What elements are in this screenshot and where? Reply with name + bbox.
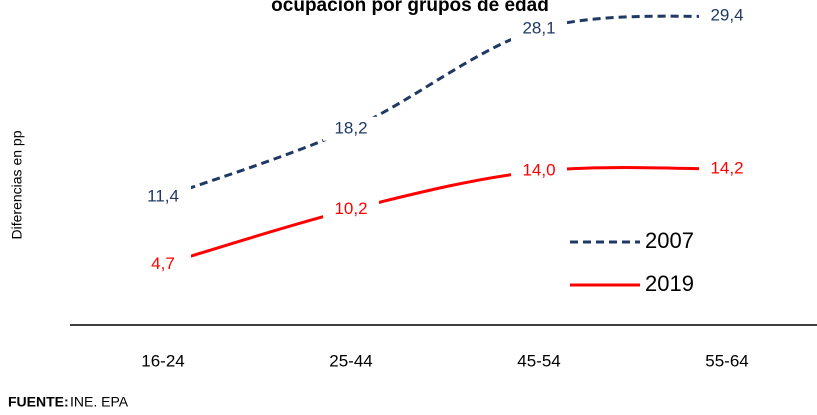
data-label: 4,7 <box>151 254 175 273</box>
source: INE. EPA <box>70 394 129 410</box>
label-background <box>135 185 191 210</box>
chart-title: ocupación por grupos de edad <box>271 0 549 16</box>
x-tick-label: 45-54 <box>517 351 560 370</box>
legend-label: 2007 <box>645 228 694 253</box>
series-line <box>162 14 728 199</box>
source-label: FUENTE: <box>8 394 69 410</box>
label-background <box>511 159 567 184</box>
x-tick-label: 55-64 <box>705 351 748 370</box>
x-tick-label: 16-24 <box>141 351 184 370</box>
legend-label: 2019 <box>645 271 694 296</box>
data-label: 28,1 <box>522 19 555 38</box>
data-label: 10,2 <box>334 199 367 218</box>
data-label: 11,4 <box>147 187 179 206</box>
label-background <box>699 157 755 182</box>
label-background <box>323 116 379 141</box>
data-label: 14,2 <box>710 159 743 178</box>
x-tick-label: 25-44 <box>329 351 372 370</box>
label-background <box>135 252 191 277</box>
data-label: 14,0 <box>522 161 555 180</box>
data-label: 29,4 <box>710 6 743 25</box>
series-line <box>162 166 728 267</box>
label-background <box>511 17 567 42</box>
label-background <box>699 4 755 29</box>
y-axis-label: Diferencias en pp <box>9 130 25 239</box>
label-background <box>323 197 379 222</box>
data-label: 18,2 <box>334 118 367 137</box>
